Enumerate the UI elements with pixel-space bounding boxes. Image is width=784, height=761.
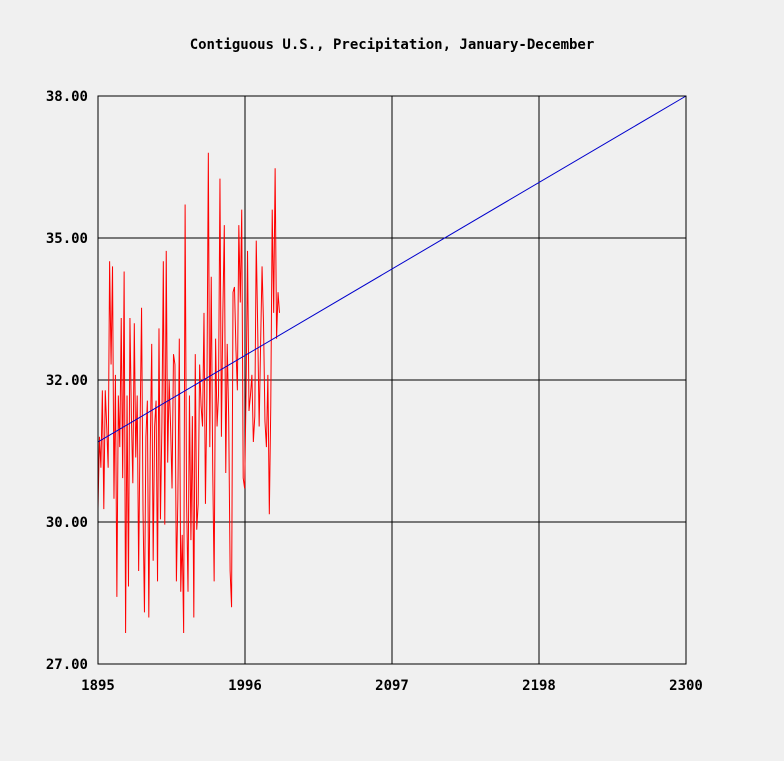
plot-frame bbox=[97, 95, 687, 665]
trend-line bbox=[97, 95, 687, 443]
x-tick-label: 2300 bbox=[669, 678, 703, 694]
series-layer bbox=[97, 95, 687, 634]
y-tick-label: 35.00 bbox=[46, 231, 88, 247]
y-tick-label: 27.00 bbox=[46, 657, 88, 673]
x-tick-label: 1996 bbox=[228, 678, 262, 694]
x-tick-label: 2097 bbox=[375, 678, 409, 694]
precipitation-series-line bbox=[97, 152, 280, 634]
x-tick-label: 1895 bbox=[81, 678, 115, 694]
grid bbox=[98, 96, 686, 664]
tick-labels: 1895 1996 2097 2198 2300 27.00 30.00 32.00 35.00… bbox=[46, 89, 703, 694]
y-tick-label: 32.00 bbox=[46, 373, 88, 389]
x-tick-label: 2198 bbox=[522, 678, 556, 694]
y-tick-label: 30.00 bbox=[46, 515, 88, 531]
y-tick-label: 38.00 bbox=[46, 89, 88, 105]
chart-title: Contiguous U.S., Precipitation, January-… bbox=[190, 37, 595, 53]
